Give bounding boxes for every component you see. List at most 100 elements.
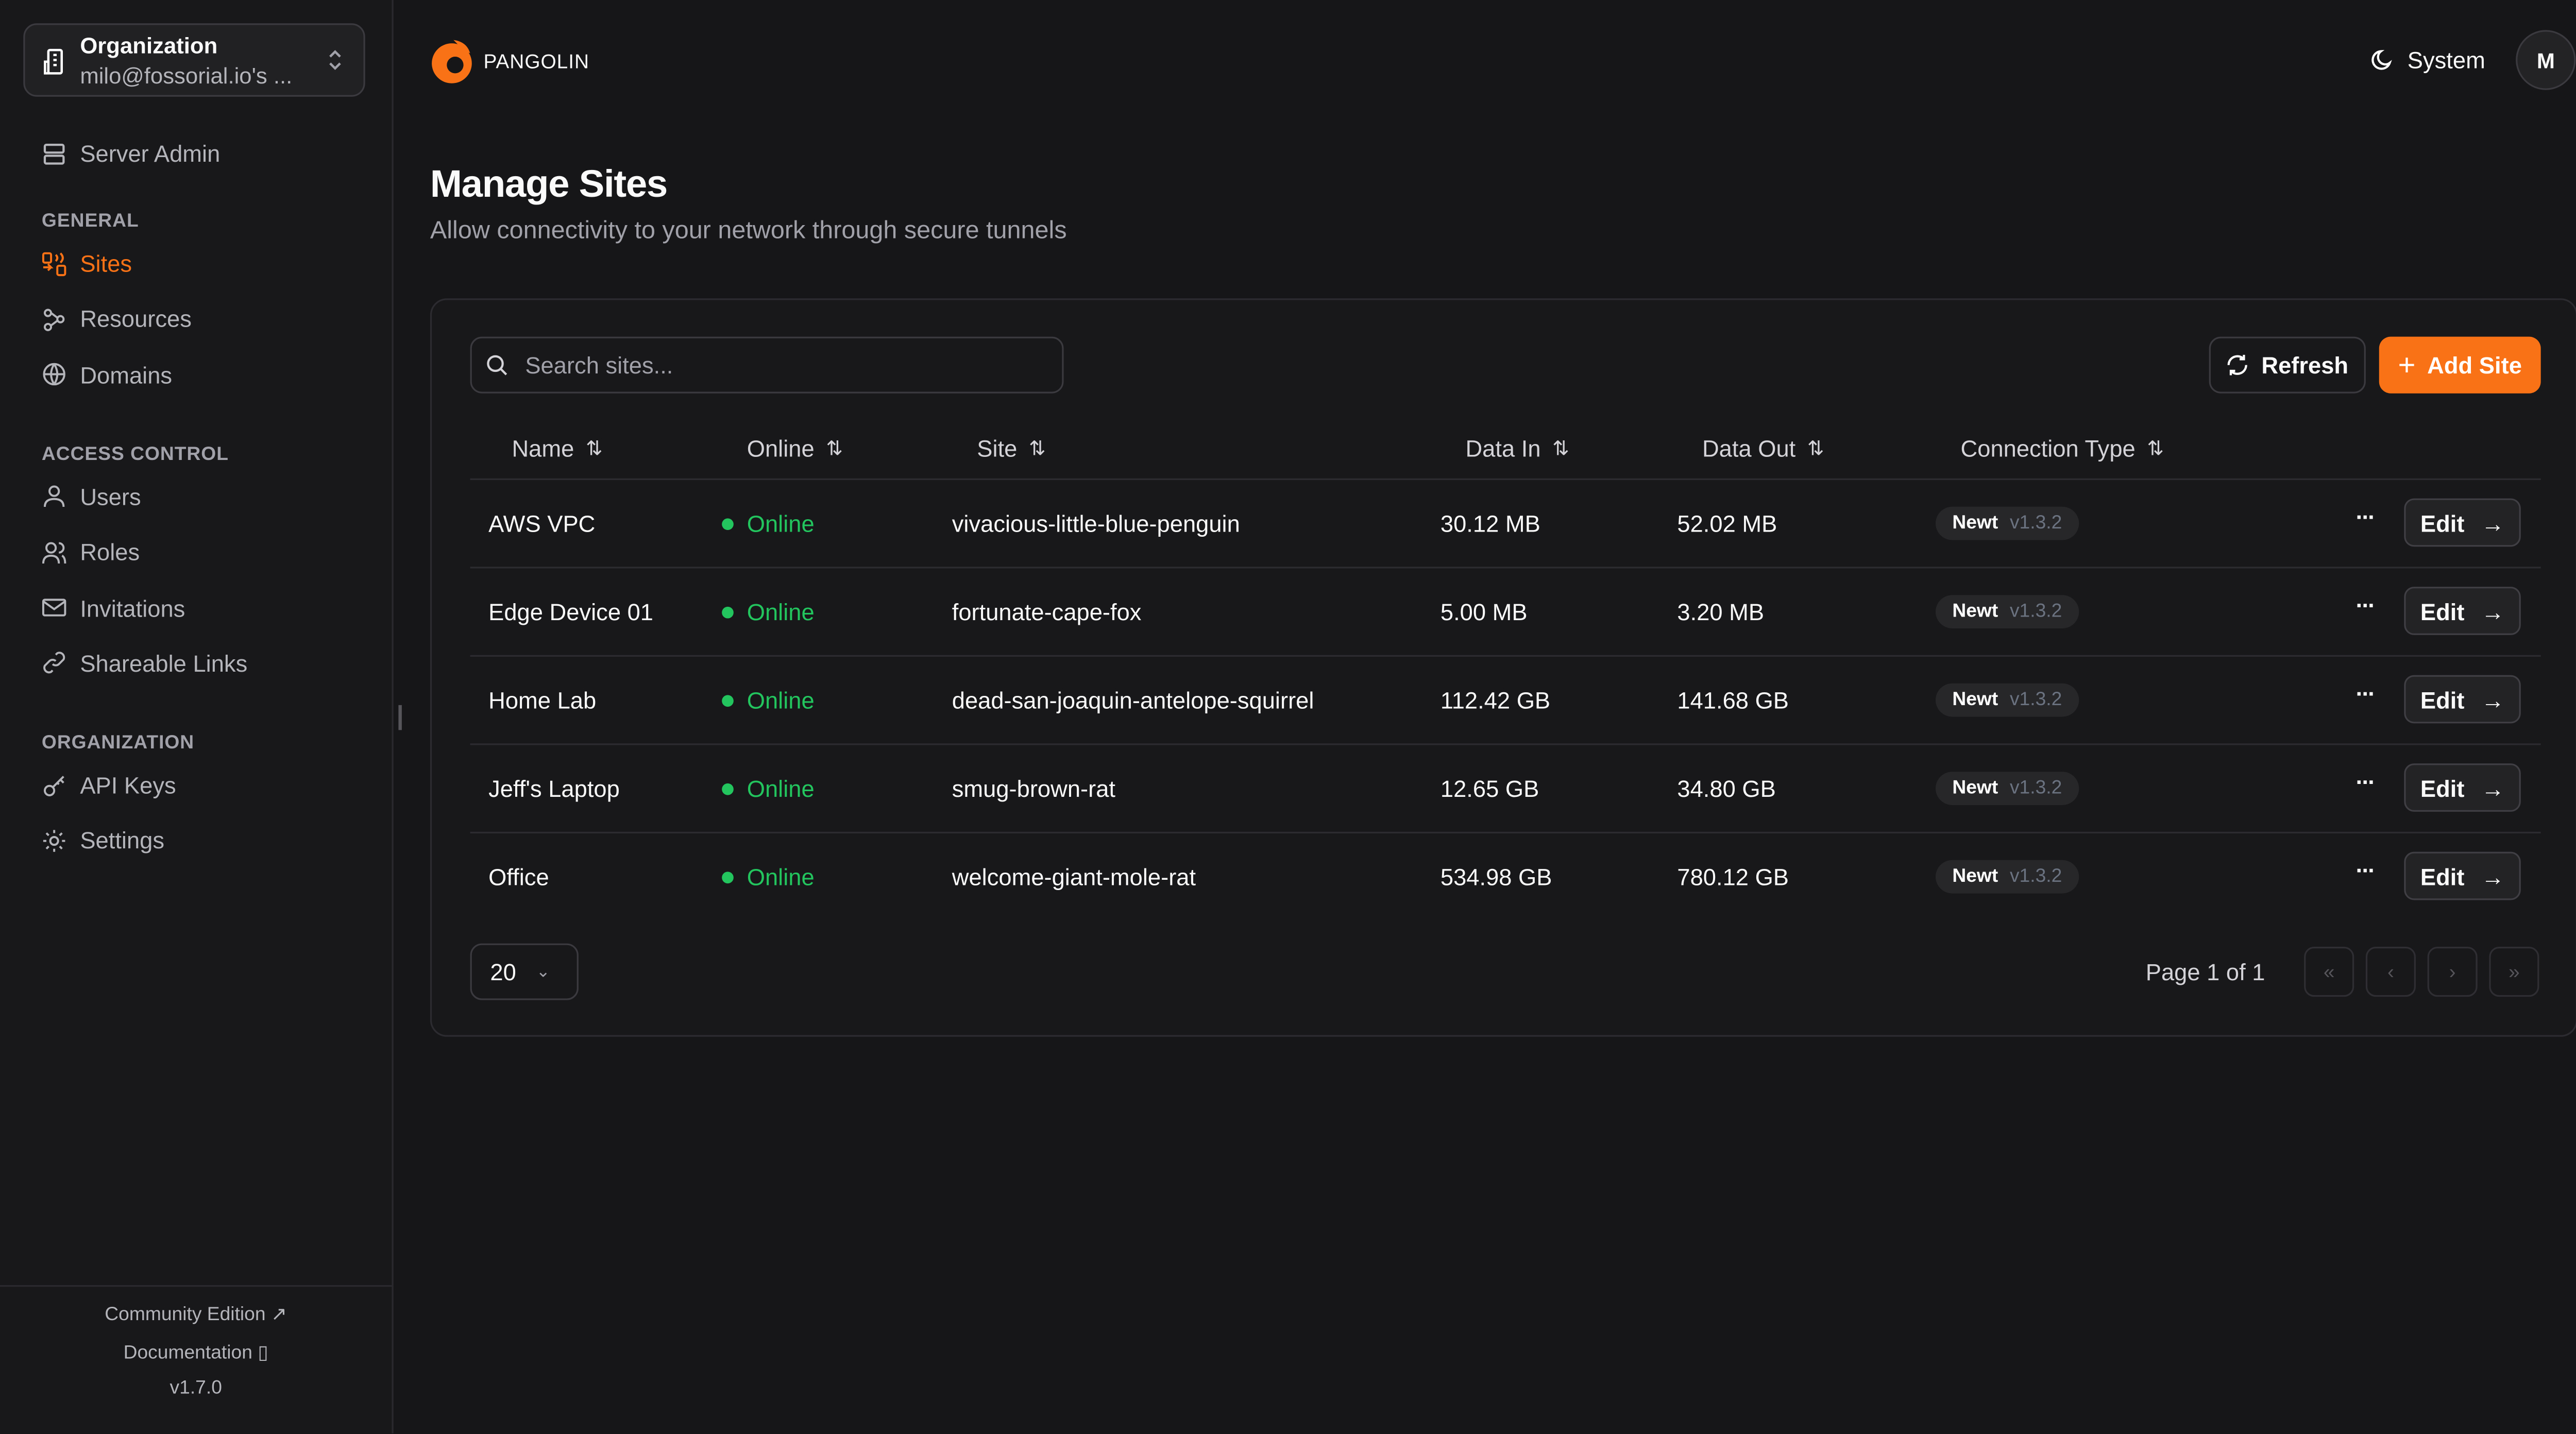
column-header-label: Name	[512, 435, 574, 462]
more-actions-button[interactable]: ···	[2355, 857, 2376, 884]
column-header-name[interactable]: Name ⇅	[512, 435, 602, 462]
edit-button[interactable]: Edit →	[2404, 675, 2521, 724]
sidebar-item-api-keys[interactable]: API Keys	[42, 772, 176, 798]
table-row[interactable]: Office Online welcome-giant-mole-rat 534…	[470, 831, 2541, 922]
community-edition-label: Community Edition	[105, 1305, 266, 1325]
site-name: Office	[488, 863, 549, 891]
column-header-data-out[interactable]: Data Out ⇅	[1702, 435, 1824, 462]
documentation-label: Documentation	[123, 1343, 252, 1364]
data-out: 780.12 GB	[1677, 863, 1789, 891]
online-status: Online	[722, 510, 815, 537]
community-edition-link[interactable]: Community Edition ↗	[0, 1302, 392, 1325]
connection-type-badge: Newt v1.3.2	[1935, 683, 2079, 717]
edit-button[interactable]: Edit →	[2404, 851, 2521, 900]
sidebar-item-label: Roles	[80, 538, 140, 566]
sidebar-item-sites[interactable]: Sites	[42, 250, 132, 277]
version-label: v1.7.0	[0, 1378, 392, 1400]
waypoints-icon	[43, 308, 65, 331]
data-out: 52.02 MB	[1677, 510, 1777, 537]
prev-page-button[interactable]: ‹	[2365, 947, 2416, 997]
page-subtitle: Allow connectivity to your network throu…	[430, 216, 1067, 245]
online-status: Online	[722, 863, 815, 890]
sidebar-resize-handle[interactable]	[398, 705, 402, 730]
online-status: Online	[722, 599, 815, 625]
page-size-select[interactable]: 20 ⌄	[470, 943, 579, 1000]
theme-label: System	[2407, 46, 2485, 74]
site-identifier: smug-brown-rat	[952, 775, 1115, 802]
column-header-online[interactable]: Online ⇅	[747, 435, 843, 462]
column-header-data-in[interactable]: Data In ⇅	[1465, 435, 1569, 462]
data-out: 141.68 GB	[1677, 687, 1789, 714]
more-actions-button[interactable]: ···	[2355, 503, 2376, 531]
sites-icon	[42, 251, 66, 276]
refresh-button[interactable]: Refresh	[2209, 336, 2366, 394]
sort-icon: ⇅	[585, 436, 603, 460]
more-actions-button[interactable]: ···	[2355, 768, 2376, 795]
sidebar-item-users[interactable]: Users	[42, 483, 141, 510]
sidebar-item-invitations[interactable]: Invitations	[42, 594, 185, 621]
external-link-icon: ↗	[270, 1305, 287, 1325]
last-page-button[interactable]: »	[2489, 947, 2539, 997]
sidebar-footer: Community Edition ↗ Documentation ▯ v1.7…	[0, 1285, 392, 1400]
more-actions-button[interactable]: ···	[2355, 680, 2376, 707]
org-switcher[interactable]: Organization milo@fossorial.io's ...	[23, 23, 365, 97]
arrow-right-icon: →	[2481, 862, 2505, 890]
status-dot	[722, 872, 734, 884]
mail-icon	[42, 599, 66, 617]
sidebar-item-settings[interactable]: Settings	[42, 827, 164, 854]
org-name: milo@fossorial.io's ...	[80, 63, 293, 89]
search-box	[470, 336, 1064, 394]
more-actions-button[interactable]: ···	[2355, 591, 2376, 619]
column-header-label: Connection Type	[1960, 435, 2136, 462]
connection-type: Newt	[1952, 778, 1998, 799]
sidebar-section-title: ORGANIZATION	[41, 733, 195, 754]
sidebar-item-roles[interactable]: Roles	[42, 539, 140, 566]
site-identifier: fortunate-cape-fox	[952, 598, 1142, 625]
pangolin-logo-icon	[432, 40, 472, 83]
moon-icon	[2371, 49, 2392, 70]
brand-name: PANGOLIN	[483, 50, 590, 74]
site-identifier: dead-san-joaquin-antelope-squirrel	[952, 687, 1314, 714]
edit-button[interactable]: Edit →	[2404, 763, 2521, 812]
sidebar-item-shareable-links[interactable]: Shareable Links	[42, 650, 247, 676]
column-header-site[interactable]: Site ⇅	[977, 435, 1045, 462]
sidebar-item-label: Settings	[80, 827, 165, 855]
refresh-label: Refresh	[2261, 351, 2349, 379]
sort-icon: ⇅	[1807, 436, 1824, 460]
arrow-right-icon: →	[2481, 774, 2505, 801]
sidebar-item-resources[interactable]: Resources	[42, 305, 192, 332]
data-in: 12.65 GB	[1440, 775, 1539, 802]
online-label: Online	[747, 510, 815, 537]
edit-button[interactable]: Edit →	[2404, 498, 2521, 547]
table-row[interactable]: Jeff's Laptop Online smug-brown-rat 12.6…	[470, 743, 2541, 833]
sidebar-item-domains[interactable]: Domains	[42, 361, 172, 388]
next-page-button[interactable]: ›	[2427, 947, 2478, 997]
column-header-label: Online	[747, 435, 815, 462]
first-page-button[interactable]: «	[2304, 947, 2354, 997]
sidebar-item-server-admin[interactable]: Server Admin	[42, 140, 220, 167]
theme-toggle[interactable]: System	[2371, 46, 2485, 74]
sidebar-section-title: ACCESS CONTROL	[41, 445, 229, 465]
edit-label: Edit	[2420, 598, 2465, 624]
search-input[interactable]	[521, 350, 1029, 380]
sites-card: Refresh + Add Site Name⇅Online⇅Site⇅Data…	[430, 298, 2576, 1037]
connection-version: v1.3.2	[2009, 513, 2062, 534]
edit-button[interactable]: Edit →	[2404, 587, 2521, 635]
table-row[interactable]: AWS VPC Online vivacious-little-blue-pen…	[470, 478, 2541, 569]
column-header-connection-type[interactable]: Connection Type ⇅	[1961, 435, 2164, 462]
table-row[interactable]: Edge Device 01 Online fortunate-cape-fox…	[470, 567, 2541, 657]
documentation-link[interactable]: Documentation ▯	[0, 1340, 392, 1363]
brand-logo[interactable]: PANGOLIN	[430, 37, 589, 87]
connection-type-badge: Newt v1.3.2	[1935, 595, 2079, 628]
avatar[interactable]: M	[2516, 30, 2576, 90]
add-site-label: Add Site	[2427, 351, 2522, 379]
chevron-down-icon: ⌄	[536, 962, 550, 981]
site-name: Jeff's Laptop	[488, 775, 620, 802]
column-header-label: Data In	[1465, 435, 1541, 462]
table-row[interactable]: Home Lab Online dead-san-joaquin-antelop…	[470, 655, 2541, 745]
book-icon: ▯	[258, 1343, 268, 1364]
globe-icon	[43, 363, 65, 386]
arrow-right-icon: →	[2481, 686, 2505, 713]
refresh-icon	[2228, 354, 2248, 375]
add-site-button[interactable]: + Add Site	[2379, 336, 2541, 394]
